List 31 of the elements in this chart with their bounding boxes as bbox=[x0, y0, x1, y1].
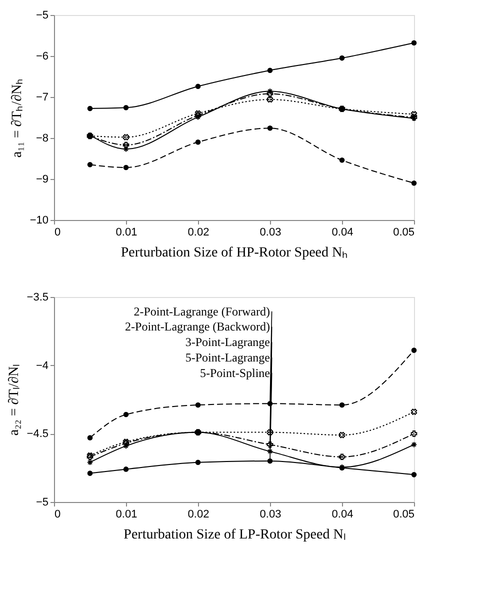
text: 3-Point-Lagrange bbox=[185, 335, 270, 350]
y-axis-title: a₂₂ = ∂Tₗ/∂Nₗ bbox=[6, 364, 22, 436]
y-tick-label: −5 bbox=[36, 496, 48, 508]
x-tick-label: 0.02 bbox=[188, 508, 210, 520]
x-tick-label: 0.05 bbox=[393, 226, 414, 238]
text: 5-Point-Spline bbox=[200, 366, 270, 380]
y-tick-label: −10 bbox=[30, 214, 48, 226]
y-tick-label: −5 bbox=[36, 10, 48, 22]
y-tick-label: −8 bbox=[36, 132, 48, 144]
x-tick-label: 0.04 bbox=[332, 226, 354, 238]
x-tick-label: 0.02 bbox=[188, 226, 210, 238]
x-tick-label: 0.04 bbox=[332, 508, 354, 520]
x-tick-label: 0 bbox=[54, 226, 61, 238]
x-tick-label: 0.05 bbox=[393, 508, 414, 520]
y-tick-label: −4 bbox=[36, 360, 48, 372]
x-tick-label: 0.01 bbox=[116, 226, 138, 238]
x-tick-label: 0 bbox=[54, 508, 61, 520]
x-tick-label: 0.03 bbox=[260, 226, 282, 238]
y-axis-title: a₁₁ = ∂Tₕ/∂Nₕ bbox=[10, 78, 25, 158]
text: 5-Point-Lagrange bbox=[185, 350, 270, 364]
y-tick-label: −6 bbox=[36, 50, 48, 62]
x-tick-label: 0.03 bbox=[260, 508, 282, 520]
x-axis-title: Perturbation Size of HP-Rotor Speed Nₕ bbox=[120, 246, 348, 260]
text: 2-Point-Lagrange (Backword) bbox=[125, 320, 270, 334]
x-tick-label: 0.01 bbox=[116, 508, 138, 520]
y-tick-label: −3.5 bbox=[26, 292, 48, 304]
x-axis-title: Perturbation Size of LP-Rotor Speed Nₗ bbox=[124, 528, 346, 542]
y-tick-label: −4.5 bbox=[26, 428, 48, 440]
y-tick-label: −9 bbox=[36, 174, 48, 186]
text: 2-Point-Lagrange (Forward) bbox=[134, 304, 270, 318]
y-tick-label: −7 bbox=[36, 92, 48, 104]
